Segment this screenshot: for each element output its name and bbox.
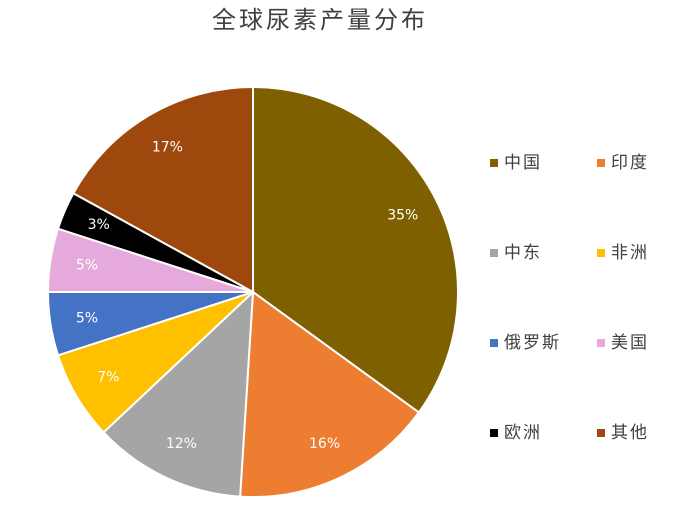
chart-title: 全球尿素产量分布	[212, 6, 428, 34]
legend-text: 俄罗斯	[504, 333, 561, 353]
legend-swatch	[490, 429, 498, 437]
slice-label: 5%	[76, 310, 98, 326]
slice-label: 12%	[166, 436, 197, 452]
legend-text: 非洲	[611, 243, 649, 263]
legend-text: 中东	[504, 243, 542, 263]
slice-label: 3%	[88, 217, 110, 233]
legend-swatch	[490, 339, 498, 347]
pie-slice	[102, 289, 255, 498]
slice-label: 5%	[76, 258, 98, 274]
legend-swatch	[490, 249, 498, 257]
legend-text: 其他	[611, 423, 649, 443]
legend-text: 中国	[504, 153, 542, 173]
legend-swatch	[597, 429, 605, 437]
slice-label: 7%	[97, 370, 119, 386]
legend-swatch	[597, 159, 605, 167]
pie-slice	[239, 290, 421, 498]
legend-swatch	[597, 339, 605, 347]
legend-swatch	[490, 159, 498, 167]
legend-swatch	[597, 249, 605, 257]
pie-slice	[71, 85, 254, 294]
legend-text: 欧洲	[504, 423, 542, 443]
slice-label: 17%	[152, 139, 183, 155]
legend-text: 印度	[611, 153, 649, 173]
pie-slice	[252, 85, 459, 414]
legend-text: 美国	[611, 333, 649, 353]
slice-label: 35%	[387, 208, 418, 224]
slice-label: 16%	[309, 436, 340, 452]
